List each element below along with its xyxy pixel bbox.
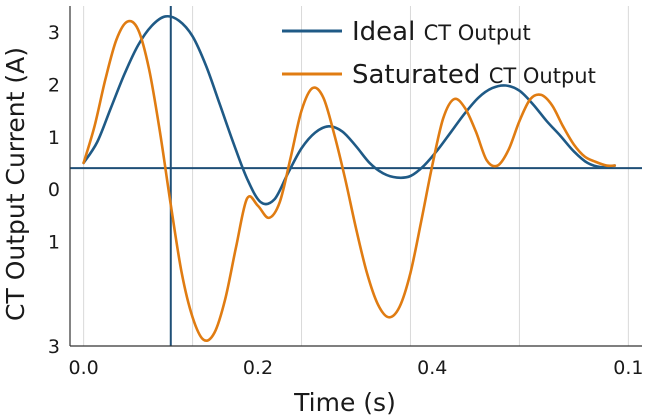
reference-lines bbox=[70, 6, 642, 346]
legend-label-suffix: CT Output bbox=[424, 21, 531, 45]
y-tick-label: 0 bbox=[48, 179, 60, 201]
series-lines bbox=[82, 14, 617, 343]
y-tick-label: 1 bbox=[48, 127, 60, 149]
legend-label-suffix: CT Output bbox=[489, 64, 596, 88]
x-tick-label: 0.2 bbox=[243, 357, 273, 379]
x-tick-label: 0.1 bbox=[613, 357, 643, 379]
y-tick-label: 2 bbox=[48, 74, 60, 96]
tick-labels: 0.0 0.2 0.4 0.1 3 2 1 0 1 3 bbox=[48, 22, 644, 379]
x-tick-label: 0.0 bbox=[69, 357, 99, 379]
y-axis-title: CT Output Current (A) bbox=[1, 47, 30, 321]
x-tick-label: 0.4 bbox=[417, 357, 447, 379]
grid-lines bbox=[83, 6, 629, 346]
legend-label-main: Saturated bbox=[352, 60, 489, 90]
x-axis-title: Time (s) bbox=[293, 388, 396, 417]
legend-label: Saturated CT Output bbox=[352, 60, 596, 90]
legend-label-main: Ideal bbox=[352, 17, 424, 47]
ideal-ct-output-line bbox=[82, 14, 617, 206]
saturated-ct-output-line bbox=[82, 19, 617, 343]
legend-label: Ideal CT Output bbox=[352, 17, 531, 47]
y-tick-label: 1 bbox=[48, 231, 60, 253]
y-tick-label: 3 bbox=[48, 336, 60, 358]
y-tick-label: 3 bbox=[48, 22, 60, 44]
axes bbox=[69, 6, 642, 347]
